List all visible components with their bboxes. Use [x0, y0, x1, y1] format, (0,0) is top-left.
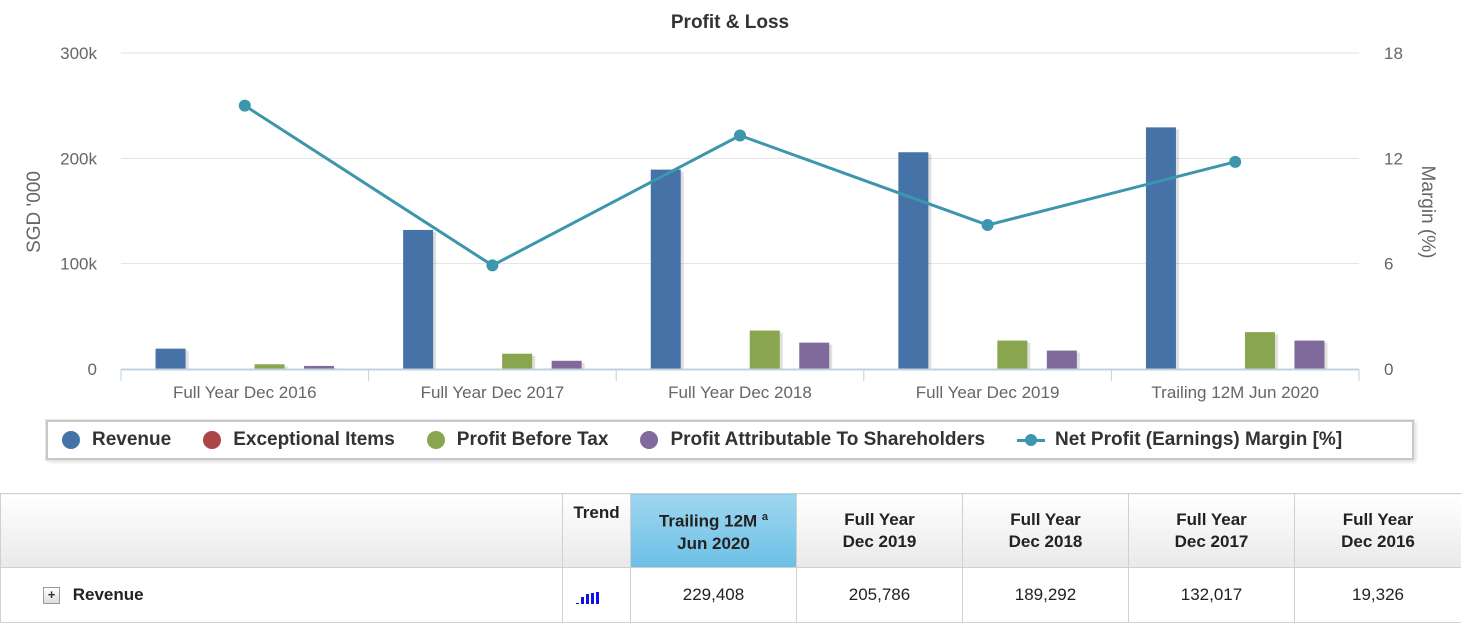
table-cell: 19,326 [1295, 568, 1461, 623]
y-tick-label: 200k [60, 149, 97, 168]
row-label-cell: + Revenue [1, 568, 563, 623]
margin-point [982, 219, 994, 231]
sparkline-bar [581, 597, 584, 604]
column-header-line2: Dec 2019 [843, 532, 917, 551]
legend-label: Revenue [92, 429, 171, 451]
table-header-row: Trend Trailing 12M a Jun 2020 Full Year … [1, 494, 1461, 568]
table-cell: 229,408 [631, 568, 797, 623]
trend-header: Trend [563, 494, 631, 568]
bar [156, 349, 186, 369]
legend-marker-net-margin [1017, 431, 1045, 449]
left-axis-label: SGD '000 [24, 171, 45, 253]
column-header-line2: Jun 2020 [677, 534, 750, 553]
legend-marker-exceptional-items [203, 431, 221, 449]
bar [255, 364, 285, 369]
margin-point [486, 259, 498, 271]
legend-marker-profit-attributable [640, 431, 658, 449]
table-row-revenue: + Revenue 229,408 205,786 189,292 132,01… [1, 568, 1461, 623]
bar [997, 341, 1027, 369]
left-axis-ticks: 0 100k 200k 300k [60, 44, 97, 379]
x-tick-label: Full Year Dec 2017 [421, 383, 565, 402]
y-right-tick-label: 0 [1384, 360, 1393, 379]
column-header-trailing-12m[interactable]: Trailing 12M a Jun 2020 [631, 494, 797, 568]
footnote-marker: a [762, 511, 768, 523]
bar [651, 170, 681, 369]
table-cell: 132,017 [1129, 568, 1295, 623]
sparkline-bar [591, 593, 594, 604]
bar [799, 343, 829, 369]
legend-item-exceptional-items[interactable]: Exceptional Items [203, 429, 395, 451]
column-header-line1: Full Year [1343, 510, 1414, 529]
column-header-fy2019[interactable]: Full Year Dec 2019 [797, 494, 963, 568]
legend-label: Profit Before Tax [457, 429, 609, 451]
x-tick-label: Trailing 12M Jun 2020 [1151, 383, 1319, 402]
bar [403, 230, 433, 369]
column-header-fy2017[interactable]: Full Year Dec 2017 [1129, 494, 1295, 568]
x-axis: Full Year Dec 2016 Full Year Dec 2017 Full… [121, 369, 1359, 402]
column-header-line2: Dec 2017 [1175, 532, 1249, 551]
trend-cell [563, 568, 631, 623]
y-tick-label: 300k [60, 44, 97, 63]
row-label-header [1, 494, 563, 568]
chart-legend: Revenue Exceptional Items Profit Before … [46, 420, 1414, 460]
right-axis-label: Margin (%) [1417, 166, 1438, 259]
table-cell: 189,292 [963, 568, 1129, 623]
legend-label: Net Profit (Earnings) Margin [%] [1055, 429, 1342, 451]
financials-table: Trend Trailing 12M a Jun 2020 Full Year … [0, 493, 1461, 623]
row-label: Revenue [73, 585, 144, 604]
legend-label: Exceptional Items [233, 429, 395, 451]
sparkline-bar [576, 603, 579, 604]
column-header-line1: Full Year [1176, 510, 1247, 529]
column-header-line1: Full Year [844, 510, 915, 529]
bar [1146, 127, 1176, 369]
column-header-fy2018[interactable]: Full Year Dec 2018 [963, 494, 1129, 568]
sparkline-bar [596, 592, 599, 604]
chart-title: Profit & Loss [671, 12, 789, 33]
margin-point [1229, 156, 1241, 168]
expand-icon[interactable]: + [43, 587, 60, 604]
profit-loss-chart: Profit & Loss 0 100k 200k 300k 0 6 12 18 SGD '… [0, 0, 1461, 470]
bar [1245, 332, 1275, 369]
bar [552, 361, 582, 369]
margin-point [734, 130, 746, 142]
column-header-fy2016[interactable]: Full Year Dec 2016 [1295, 494, 1461, 568]
y-tick-label: 0 [88, 360, 97, 379]
legend-marker-revenue [62, 431, 80, 449]
margin-point [239, 100, 251, 112]
right-axis-ticks: 0 6 12 18 [1384, 44, 1403, 379]
margin-line-series [239, 100, 1241, 272]
x-tick-label: Full Year Dec 2018 [668, 383, 812, 402]
column-header-line1: Full Year [1010, 510, 1081, 529]
x-tick-label: Full Year Dec 2016 [173, 383, 317, 402]
y-right-tick-label: 6 [1384, 255, 1393, 274]
y-right-tick-label: 18 [1384, 44, 1403, 63]
y-tick-label: 100k [60, 255, 97, 274]
column-header-line2: Dec 2016 [1341, 532, 1415, 551]
legend-item-profit-before-tax[interactable]: Profit Before Tax [427, 429, 609, 451]
table-cell: 205,786 [797, 568, 963, 623]
column-header-line2: Dec 2018 [1009, 532, 1083, 551]
x-tick-label: Full Year Dec 2019 [916, 383, 1060, 402]
bar [1047, 351, 1077, 369]
legend-marker-profit-before-tax [427, 431, 445, 449]
legend-item-revenue[interactable]: Revenue [62, 429, 171, 451]
sparkline-bar [586, 594, 589, 604]
bar [750, 331, 780, 369]
bar [1294, 341, 1324, 369]
trend-sparkline-icon[interactable] [576, 588, 618, 604]
bar [502, 354, 532, 369]
bar-series [156, 127, 1328, 369]
legend-item-net-margin[interactable]: Net Profit (Earnings) Margin [%] [1017, 429, 1342, 451]
y-right-tick-label: 12 [1384, 149, 1403, 168]
legend-item-profit-attributable[interactable]: Profit Attributable To Shareholders [640, 429, 985, 451]
legend-label: Profit Attributable To Shareholders [670, 429, 985, 451]
bar [898, 152, 928, 369]
column-header-line1: Trailing 12M [659, 512, 757, 531]
